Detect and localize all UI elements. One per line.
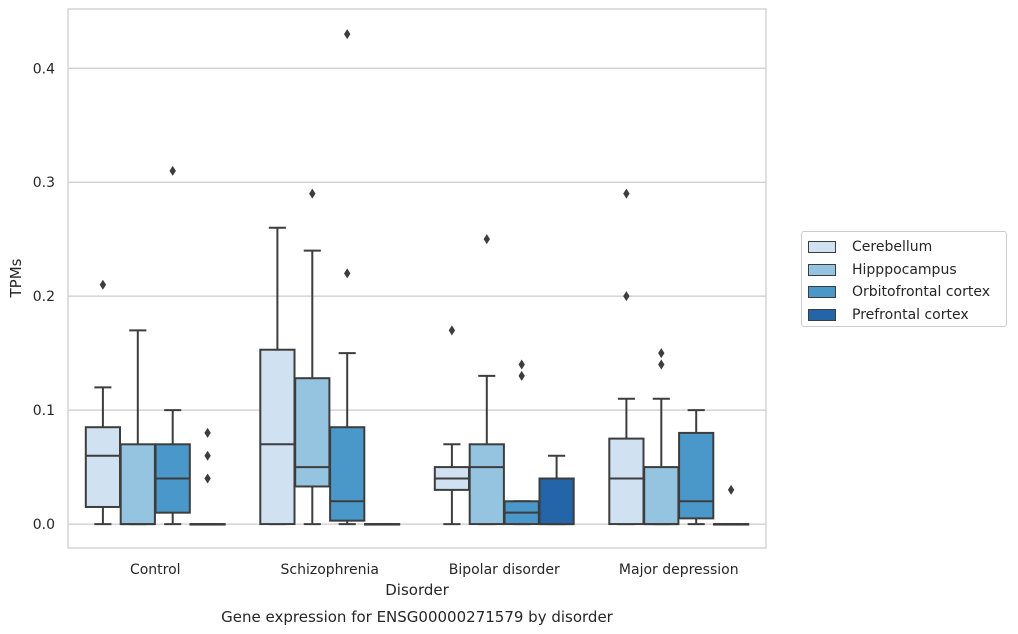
legend-swatch: [808, 286, 836, 299]
y-tick-label: 0.1: [33, 403, 55, 419]
outlier-point: [658, 359, 665, 370]
box-group: [643, 348, 680, 526]
box-group: [294, 188, 331, 526]
plot-area-frame: [67, 8, 767, 549]
outlier-point: [344, 29, 351, 40]
outlier-point: [344, 268, 351, 279]
box-group: [503, 359, 540, 526]
outlier-point: [309, 188, 316, 199]
chart-caption: Gene expression for ENSG00000271579 by d…: [221, 608, 614, 626]
box-group: [119, 329, 156, 526]
legend-label: Prefrontal cortex: [852, 306, 969, 323]
legend-label: Hipppocampus: [852, 261, 957, 278]
legend-label: Orbitofrontal cortex: [852, 284, 990, 301]
box-group: [154, 165, 191, 526]
y-tick-label: 0.4: [33, 61, 55, 77]
legend-swatch: [808, 241, 836, 254]
outlier-point: [169, 165, 176, 176]
outlier-point: [483, 234, 490, 245]
legend-swatch: [808, 263, 836, 276]
legend-item: Cerebellum: [802, 236, 1006, 259]
outlier-point: [518, 359, 525, 370]
y-tick-label: 0.0: [33, 517, 55, 533]
outlier-point: [99, 279, 107, 290]
legend-swatch: [808, 308, 836, 321]
chart-legend: Cerebellum Hipppocampus Orbitofrontal cort…: [801, 231, 1007, 327]
box-group: [678, 409, 715, 526]
box-iqr: [468, 443, 505, 526]
box-group: [84, 279, 122, 526]
box-iqr: [259, 348, 296, 526]
box-iqr: [643, 466, 680, 526]
x-tick-label: Control: [130, 562, 181, 578]
box-iqr: [119, 443, 156, 526]
outlier-point: [658, 348, 665, 359]
box-group: [363, 523, 401, 526]
box-iqr: [538, 477, 575, 526]
box-group: [259, 226, 296, 526]
box-iqr: [84, 426, 122, 508]
legend-label: Cerebellum: [852, 239, 933, 256]
y-tick-label: 0.2: [33, 289, 55, 305]
y-axis-label: TPMs: [7, 258, 25, 298]
box-group: [189, 427, 226, 526]
box-plot-area: [84, 29, 750, 526]
x-tick-label: Schizophrenia: [281, 562, 379, 578]
legend-item: Prefrontal cortex: [802, 304, 1006, 327]
box-iqr: [608, 437, 645, 526]
x-axis-label: Disorder: [385, 581, 449, 599]
outlier-point: [623, 291, 630, 302]
outlier-point: [204, 427, 211, 438]
x-tick-label: Major depression: [619, 562, 739, 578]
y-axis-ticks: 0.0 0.1 0.2 0.3 0.4: [33, 61, 55, 533]
box-group: [608, 188, 645, 526]
y-tick-label: 0.3: [33, 175, 55, 191]
box-group: [712, 484, 750, 526]
outlier-point: [448, 325, 456, 336]
box-iqr: [294, 377, 331, 488]
box-group: [433, 325, 471, 526]
outlier-point: [204, 450, 211, 461]
box-group: [538, 454, 575, 526]
outlier-point: [727, 484, 735, 495]
outlier-point: [518, 370, 525, 381]
legend-item: Hipppocampus: [802, 259, 1006, 282]
outlier-point: [623, 188, 630, 199]
box-group: [468, 234, 505, 526]
legend-item: Orbitofrontal cortex: [802, 281, 1006, 304]
box-iqr: [678, 431, 715, 520]
box-group: [329, 29, 366, 526]
x-axis-ticks: Control Schizophrenia Bipolar disorder Majo…: [130, 562, 739, 578]
x-tick-label: Bipolar disorder: [449, 562, 560, 578]
box-iqr: [329, 426, 366, 522]
outlier-point: [204, 473, 211, 484]
